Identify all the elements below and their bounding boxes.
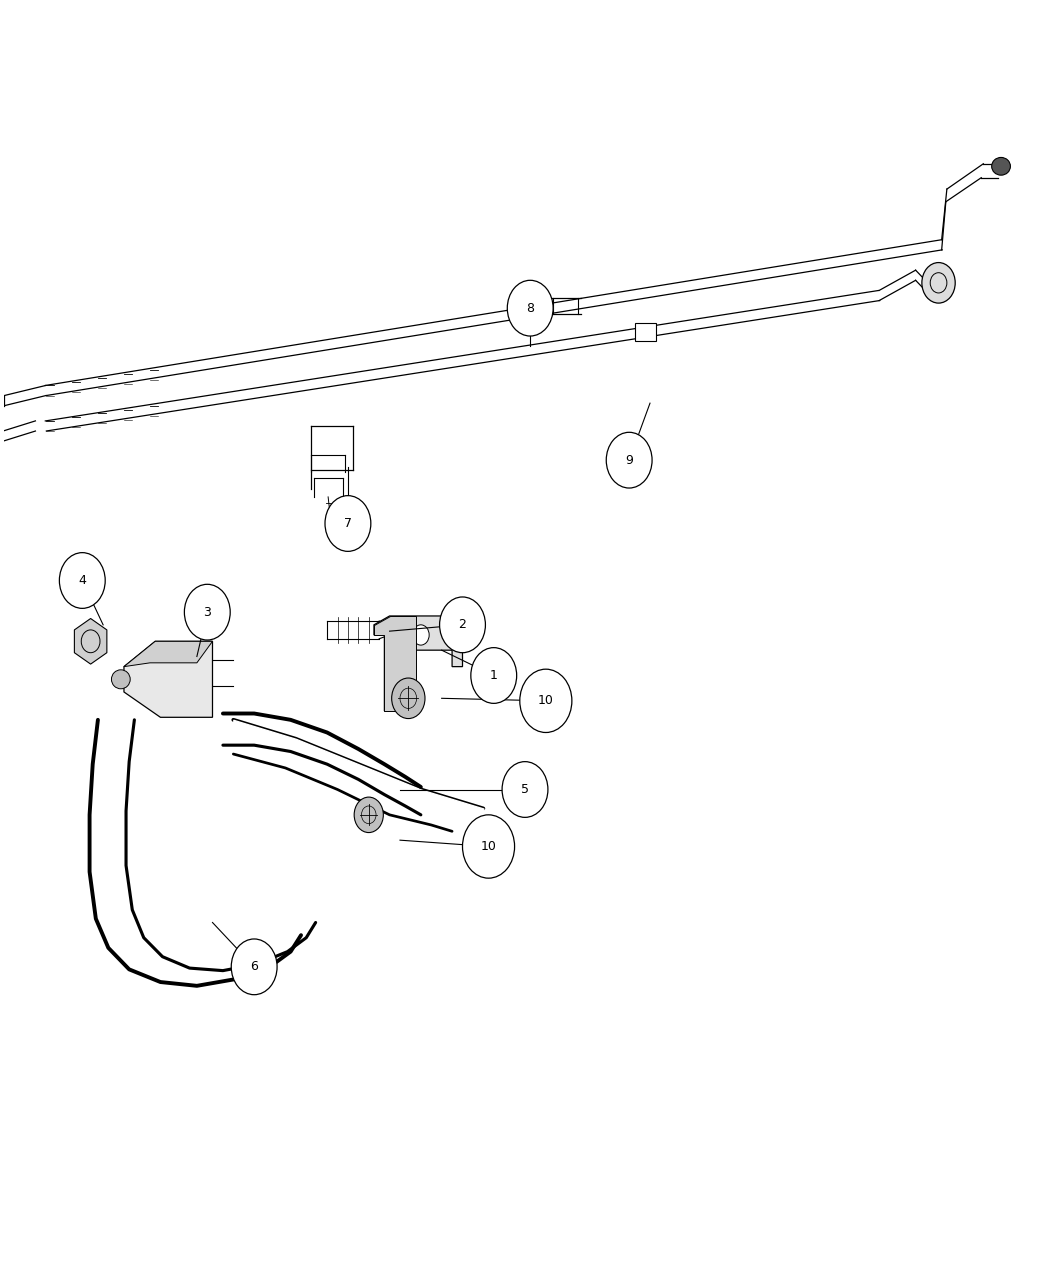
Text: 3: 3 bbox=[204, 606, 211, 618]
Circle shape bbox=[185, 584, 230, 640]
Text: 10: 10 bbox=[538, 695, 553, 708]
Ellipse shape bbox=[991, 157, 1010, 175]
Text: 5: 5 bbox=[521, 783, 529, 796]
Circle shape bbox=[462, 815, 514, 878]
Polygon shape bbox=[374, 616, 462, 711]
Circle shape bbox=[507, 280, 553, 337]
Polygon shape bbox=[75, 618, 107, 664]
Circle shape bbox=[392, 678, 425, 719]
Circle shape bbox=[502, 761, 548, 817]
Text: 9: 9 bbox=[625, 454, 633, 467]
Circle shape bbox=[922, 263, 956, 303]
Circle shape bbox=[606, 432, 652, 488]
Circle shape bbox=[440, 597, 485, 653]
Polygon shape bbox=[374, 616, 416, 711]
Polygon shape bbox=[635, 323, 656, 340]
Ellipse shape bbox=[111, 669, 130, 688]
Text: 6: 6 bbox=[250, 960, 258, 973]
Text: 8: 8 bbox=[526, 302, 534, 315]
Circle shape bbox=[231, 938, 277, 994]
Circle shape bbox=[413, 625, 429, 645]
Text: 1: 1 bbox=[489, 669, 498, 682]
Circle shape bbox=[354, 797, 383, 833]
Polygon shape bbox=[124, 641, 212, 718]
Text: 10: 10 bbox=[481, 840, 497, 853]
Circle shape bbox=[60, 552, 105, 608]
Circle shape bbox=[470, 648, 517, 704]
Polygon shape bbox=[124, 641, 212, 667]
Text: 2: 2 bbox=[459, 618, 466, 631]
Text: 4: 4 bbox=[79, 574, 86, 586]
Circle shape bbox=[326, 496, 371, 551]
Text: 7: 7 bbox=[344, 516, 352, 530]
Circle shape bbox=[520, 669, 572, 733]
